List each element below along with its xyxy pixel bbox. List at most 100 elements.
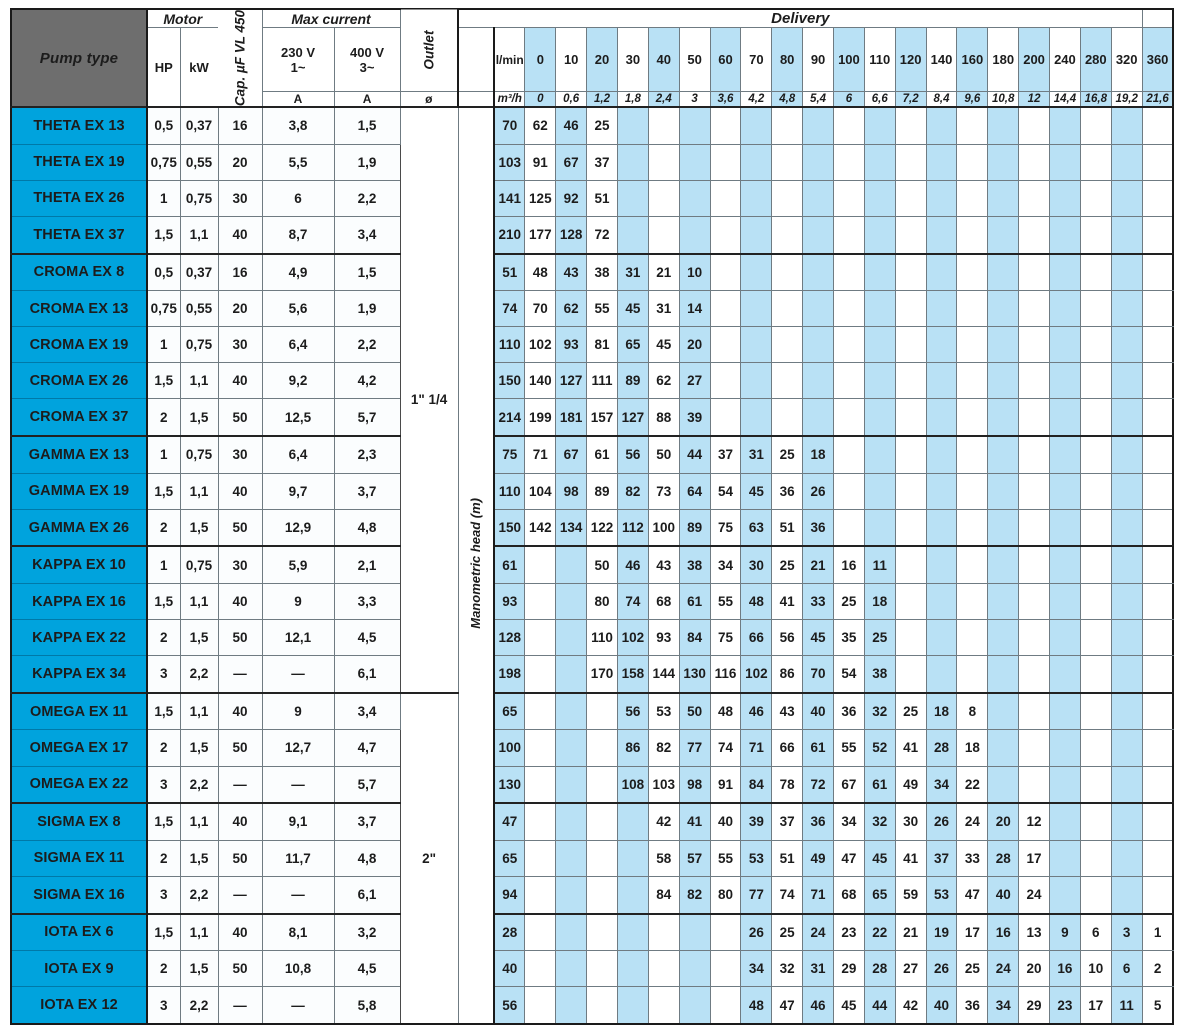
pump-type-cell[interactable]: THETA EX 19	[10, 143, 148, 181]
head-value-cell: 47	[832, 839, 865, 877]
head-value-cell: 43	[647, 545, 680, 585]
table-row: KAPPA EX 16 1,5 1,1 40 9 3,3 93 80 74 68 61 55 48 41 3…	[10, 583, 1174, 621]
head-value-cell	[709, 986, 742, 1025]
pump-type-cell[interactable]: CROMA EX 13	[10, 290, 148, 328]
head-value-cell	[1141, 435, 1174, 474]
flow-m3h-3,6: 3,6	[709, 91, 742, 108]
head-value-cell	[987, 472, 1020, 510]
head-value-cell: 36	[956, 986, 989, 1025]
head-value-cell: 102	[524, 326, 557, 364]
head-value-cell	[1110, 729, 1143, 767]
head-value-cell: 142	[524, 508, 557, 547]
head-value-cell	[802, 215, 834, 255]
head-value-cell	[1018, 435, 1050, 474]
pump-type-cell[interactable]: KAPPA EX 16	[10, 583, 148, 621]
pump-type-cell[interactable]: THETA EX 26	[10, 179, 148, 217]
pump-type-cell[interactable]: CROMA EX 26	[10, 362, 148, 400]
head-value-cell: 74	[616, 583, 649, 621]
pump-type-cell[interactable]: IOTA EX 12	[10, 986, 148, 1025]
pump-type-cell[interactable]: GAMMA EX 19	[10, 472, 148, 510]
pump-type-cell[interactable]: KAPPA EX 34	[10, 655, 148, 694]
pump-type-cell[interactable]: OMEGA EX 17	[10, 729, 148, 767]
flow-lmin-320: 320	[1110, 26, 1143, 93]
head-value-cell	[894, 619, 927, 657]
pump-type-cell[interactable]: OMEGA EX 22	[10, 765, 148, 804]
head-value-cell: 45	[616, 290, 649, 328]
head-value-cell: 74	[709, 729, 742, 767]
head-value-cell	[1079, 545, 1112, 585]
head-value-cell	[524, 839, 557, 877]
pump-type-cell[interactable]: KAPPA EX 22	[10, 619, 148, 657]
pump-type-cell[interactable]: THETA EX 13	[10, 106, 148, 145]
head-value-cell: 46	[616, 545, 649, 585]
head-value-cell: 36	[771, 472, 804, 510]
current-400v-cell: 4,8	[333, 508, 401, 547]
flow-m3h-4,2: 4,2	[740, 91, 773, 108]
flow-m3h-6,6: 6,6	[863, 91, 896, 108]
motor-hp-cell: 3	[146, 875, 181, 915]
header-m3h-label: m³/h	[493, 91, 526, 108]
pump-type-cell[interactable]: CROMA EX 37	[10, 398, 148, 437]
flow-m3h-9,6: 9,6	[956, 91, 989, 108]
header-outlet: Outlet	[400, 9, 459, 92]
head-value-cell	[771, 179, 804, 217]
head-value-cell: 110	[493, 472, 526, 510]
pump-type-cell[interactable]: OMEGA EX 11	[10, 691, 148, 731]
pump-type-cell[interactable]: CROMA EX 19	[10, 326, 148, 364]
pump-type-cell[interactable]: GAMMA EX 13	[10, 435, 148, 474]
head-value-cell	[894, 215, 927, 255]
head-value-cell	[894, 398, 927, 437]
head-value-cell	[894, 362, 927, 400]
head-value-cell	[1049, 215, 1081, 255]
flow-lmin-140: 140	[925, 26, 958, 93]
head-value-cell: 10	[1079, 950, 1112, 988]
capacitor-cell: 40	[217, 912, 263, 952]
pump-type-cell[interactable]: SIGMA EX 8	[10, 802, 148, 841]
head-value-cell: 71	[524, 435, 557, 474]
head-value-cell: 38	[586, 252, 618, 292]
header-motor: Motor	[146, 8, 219, 28]
head-value-cell	[616, 986, 649, 1025]
header-pump-type: Pump type	[10, 8, 148, 108]
capacitor-cell: 30	[217, 326, 263, 364]
head-value-cell: 20	[987, 802, 1020, 841]
head-value-cell	[987, 508, 1020, 547]
pump-type-cell[interactable]: KAPPA EX 10	[10, 545, 148, 585]
motor-hp-cell: 3	[146, 765, 181, 804]
capacitor-cell: 50	[217, 729, 263, 767]
head-value-cell: 40	[987, 875, 1020, 915]
pump-type-cell[interactable]: SIGMA EX 16	[10, 875, 148, 915]
head-value-cell	[1049, 765, 1081, 804]
head-value-cell	[524, 986, 557, 1025]
head-value-cell: 141	[493, 179, 526, 217]
pump-type-cell[interactable]: SIGMA EX 11	[10, 839, 148, 877]
head-value-cell: 67	[555, 143, 588, 181]
head-value-cell: 23	[832, 912, 865, 952]
pump-type-cell[interactable]: IOTA EX 6	[10, 912, 148, 952]
head-value-cell: 65	[616, 326, 649, 364]
current-230v-cell: 5,6	[261, 290, 335, 328]
head-value-cell	[678, 106, 711, 145]
head-value-cell	[1141, 583, 1174, 621]
table-row: GAMMA EX 13 1 0,75 30 6,4 2,3 75 71 67 61 56 50 44 37…	[10, 435, 1174, 474]
head-value-cell: 43	[555, 252, 588, 292]
pump-type-cell[interactable]: THETA EX 37	[10, 215, 148, 255]
head-value-cell: 29	[1018, 986, 1050, 1025]
motor-kw-cell: 0,55	[179, 143, 219, 181]
head-value-cell: 55	[832, 729, 865, 767]
pump-type-cell[interactable]: GAMMA EX 26	[10, 508, 148, 547]
head-value-cell: 24	[1018, 875, 1050, 915]
head-value-cell	[802, 362, 834, 400]
head-value-cell: 49	[802, 839, 834, 877]
head-value-cell: 108	[616, 765, 649, 804]
head-value-cell: 30	[740, 545, 773, 585]
pump-type-cell[interactable]: IOTA EX 9	[10, 950, 148, 988]
pump-type-cell[interactable]: CROMA EX 8	[10, 252, 148, 292]
head-value-cell: 32	[863, 802, 896, 841]
head-value-cell	[555, 912, 588, 952]
head-value-cell: 112	[616, 508, 649, 547]
head-value-cell	[1049, 875, 1081, 915]
head-value-cell: 26	[740, 912, 773, 952]
motor-hp-cell: 3	[146, 655, 181, 694]
head-value-cell: 20	[1018, 950, 1050, 988]
